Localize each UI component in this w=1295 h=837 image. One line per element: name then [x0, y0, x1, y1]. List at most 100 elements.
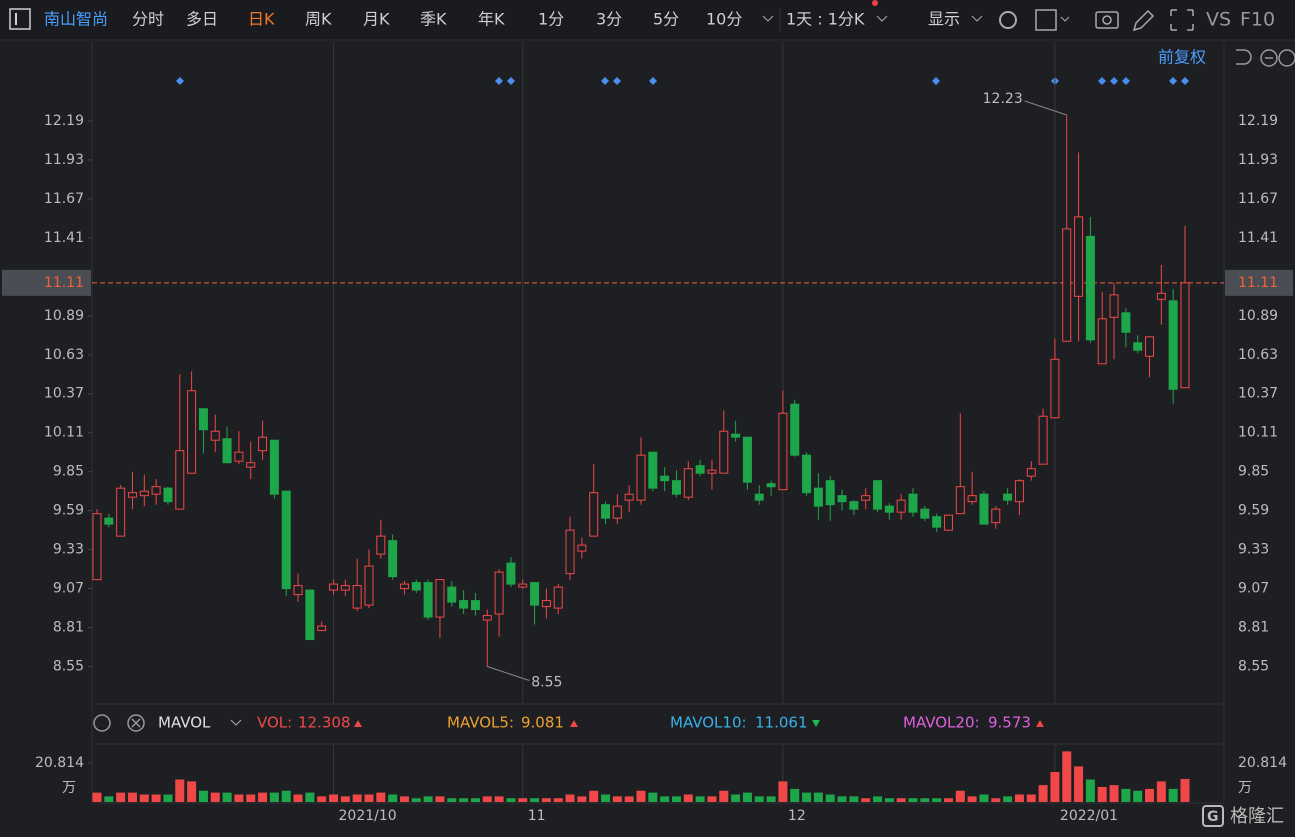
display-menu[interactable]: 显示: [928, 10, 960, 29]
dropdown-arrow[interactable]: [1060, 16, 1070, 22]
tab[interactable]: 季K: [420, 10, 447, 29]
candle-body: [435, 579, 445, 618]
volume-bar: [1097, 787, 1107, 802]
candle-body: [991, 508, 1001, 524]
candle-body: [861, 495, 871, 501]
y-tick-label: 10.37: [44, 386, 84, 402]
dropdown-arrow[interactable]: [876, 15, 888, 22]
stock-name[interactable]: 南山智尚: [44, 10, 108, 29]
volume-bar: [116, 792, 126, 802]
volume-bar: [459, 798, 469, 802]
volume-bar: [530, 798, 540, 802]
indicator-legend: VOL: 12.308 MAVOL5: 9.081 MAVOL10: 11.061 MAVO…: [257, 714, 1044, 732]
y-tick-label: 9.85: [1238, 464, 1269, 480]
candle-body: [1038, 415, 1048, 465]
y-tick-label: 8.55: [1238, 659, 1269, 675]
vs-button[interactable]: VS: [1206, 9, 1231, 31]
notice-dot: [872, 0, 878, 6]
volume-bar: [163, 794, 173, 802]
volume-bar: [577, 796, 587, 802]
tab[interactable]: 日K: [248, 10, 275, 29]
candle-body: [364, 565, 374, 606]
volume-bar: [955, 790, 965, 802]
candle-body: [671, 480, 681, 495]
fullscreen-icon[interactable]: [1170, 9, 1194, 31]
tab[interactable]: 分时: [132, 10, 164, 29]
candle-body: [624, 493, 634, 501]
tab[interactable]: 1分: [538, 10, 564, 29]
candle-body: [1168, 300, 1178, 390]
tab[interactable]: 3分: [596, 10, 622, 29]
camera-lens: [1102, 15, 1112, 25]
event-marker[interactable]: [176, 77, 1189, 85]
x-tick-label: 12: [788, 808, 806, 824]
dropdown-arrow[interactable]: [762, 15, 774, 22]
tab[interactable]: 10分: [706, 10, 742, 29]
volume-bar: [329, 794, 339, 802]
candle-body: [849, 501, 859, 510]
legend-name: MAVOL20:: [903, 714, 980, 732]
candle-body: [660, 475, 670, 482]
last-price-label: 11.11: [44, 275, 84, 291]
candle-body: [920, 508, 930, 519]
candle-body: [222, 438, 232, 464]
volume-bar: [612, 796, 622, 802]
event-markers: [176, 77, 1189, 85]
zoom-out-icon[interactable]: [1260, 49, 1278, 67]
dropdown-arrow[interactable]: [230, 719, 242, 726]
volume-bar: [1085, 779, 1095, 802]
period-select[interactable]: 1天 : 1分K: [786, 10, 865, 29]
candle-body: [589, 492, 599, 537]
last-price-box: [2, 269, 91, 296]
tab[interactable]: 月K: [363, 10, 390, 29]
volume-bar: [1180, 778, 1190, 802]
tab[interactable]: 周K: [305, 10, 332, 29]
dropdown-arrow[interactable]: [971, 15, 983, 22]
box-icon[interactable]: [1035, 9, 1057, 31]
volume-bar: [447, 798, 457, 802]
f10-button[interactable]: F10: [1240, 9, 1275, 31]
pen-icon[interactable]: [1132, 9, 1155, 32]
trend-arrow: [570, 720, 578, 727]
tab[interactable]: 多日: [186, 10, 218, 29]
volume-bar: [967, 796, 977, 802]
indicator-name[interactable]: MAVOL: [158, 714, 211, 732]
volume-bar: [1074, 766, 1084, 802]
volume-bar: [861, 798, 871, 802]
menu-icon[interactable]: [9, 8, 31, 30]
volume-bar: [1145, 788, 1155, 802]
y-tick-label: 8.55: [53, 659, 84, 675]
volume-bar: [399, 796, 409, 802]
last-price-label: 11.11: [1238, 275, 1278, 291]
candle-body: [269, 439, 279, 495]
y-tick-label: 9.33: [1238, 542, 1269, 558]
candle-body: [1085, 235, 1095, 341]
zoom-in-icon[interactable]: [1278, 49, 1295, 67]
settings-icon[interactable]: [999, 11, 1017, 29]
adjust-select[interactable]: 前复权: [1158, 48, 1206, 67]
y-tick-label: 20.814: [1238, 755, 1287, 771]
indicator-settings-icon[interactable]: [93, 714, 111, 732]
indicator-close-icon[interactable]: [127, 714, 145, 732]
volume-bar: [979, 794, 989, 802]
volume-bar: [813, 792, 823, 802]
x-tick-label: 2021/10: [339, 808, 397, 824]
candle-body: [790, 403, 800, 456]
candle-body: [329, 583, 339, 591]
camera-icon[interactable]: [1095, 11, 1119, 29]
y-tick-label: 11.67: [1238, 191, 1278, 207]
undo-icon[interactable]: [1236, 49, 1252, 65]
volume-bar: [222, 792, 232, 802]
candle-body: [258, 436, 268, 452]
tab[interactable]: 年K: [478, 10, 505, 29]
volume-bar: [518, 798, 528, 802]
candle-body: [884, 505, 894, 513]
tab[interactable]: 5分: [653, 10, 679, 29]
legend-value: 9.081: [521, 714, 564, 732]
volume-bar: [388, 794, 398, 802]
min-label: 8.55: [531, 675, 562, 691]
volume-bar: [778, 781, 788, 802]
candle-body: [127, 492, 137, 498]
y-tick-label: 10.37: [1238, 386, 1278, 402]
candle-body: [955, 486, 965, 515]
